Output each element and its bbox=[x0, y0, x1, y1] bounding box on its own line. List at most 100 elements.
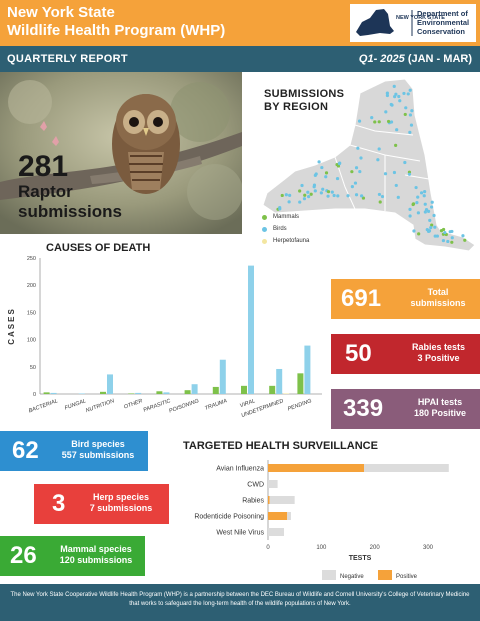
map-point bbox=[407, 172, 412, 176]
legend-swatch-positive bbox=[378, 570, 392, 580]
mammal-species-value: 26 bbox=[10, 542, 37, 569]
total-submissions-box: 691 Total submissions bbox=[331, 279, 480, 319]
map-point bbox=[360, 194, 364, 198]
legend-swatch bbox=[262, 226, 267, 232]
total-label-line1: Total bbox=[427, 287, 449, 297]
map-point bbox=[354, 166, 359, 170]
map-point bbox=[321, 187, 325, 191]
bar-herpetofauna bbox=[283, 393, 290, 394]
map-point bbox=[408, 207, 412, 211]
map-point bbox=[385, 93, 390, 98]
rabies-tests-value: 50 bbox=[345, 340, 372, 367]
bar-negative bbox=[287, 512, 291, 520]
y-tick-label: 0 bbox=[33, 392, 36, 398]
legend-label: Birds bbox=[273, 226, 287, 232]
period-range: (JAN - MAR) bbox=[404, 53, 472, 65]
page-title-line1: New York State bbox=[7, 4, 115, 21]
bar-birds bbox=[78, 393, 85, 394]
map-point bbox=[427, 229, 432, 233]
mammals-label-line2: 120 submissions bbox=[59, 555, 133, 565]
map-point bbox=[377, 147, 381, 151]
bar-mammals bbox=[43, 392, 50, 394]
map-point bbox=[392, 170, 397, 175]
legend-item-herpetofauna: Herpetofauna bbox=[262, 235, 309, 247]
legend-label-positive: Positive bbox=[396, 574, 418, 580]
herps-label-line1: Herp species bbox=[92, 492, 150, 502]
map-point bbox=[307, 195, 311, 199]
y-tick-label: 100 bbox=[27, 338, 36, 344]
map-point bbox=[397, 94, 401, 99]
map-point bbox=[403, 160, 407, 165]
x-tick-label: OTHER bbox=[123, 398, 143, 410]
raptor-label-line1: Raptor bbox=[18, 182, 73, 201]
map-point bbox=[416, 211, 420, 215]
map-point bbox=[395, 128, 399, 132]
bar-mammals bbox=[128, 393, 135, 394]
map-point bbox=[326, 194, 330, 198]
bar-negative bbox=[364, 464, 449, 472]
legend-label: Mammals bbox=[273, 214, 300, 220]
map-point bbox=[408, 130, 412, 134]
herps-label-line2: 7 submissions bbox=[89, 503, 153, 513]
bar-birds bbox=[163, 392, 170, 394]
owl-photo bbox=[0, 72, 242, 234]
x-tick-label: 100 bbox=[316, 545, 327, 551]
bar-positive bbox=[268, 512, 288, 520]
bar-birds bbox=[276, 368, 283, 394]
map-point bbox=[450, 229, 454, 234]
map-point bbox=[446, 239, 450, 244]
map-point bbox=[385, 91, 389, 95]
mammal-species-box: 26 Mammal species 120 submissions bbox=[0, 536, 145, 576]
bird-species-value: 62 bbox=[12, 437, 39, 464]
map-point bbox=[402, 91, 406, 96]
rabies-label-line1: Rabies tests bbox=[411, 342, 466, 352]
x-tick-label: 0 bbox=[266, 545, 270, 551]
bar-mammals bbox=[212, 386, 219, 394]
x-tick-label: 300 bbox=[423, 545, 434, 551]
x-tick-label: PARASITIC bbox=[143, 398, 172, 413]
map-point bbox=[386, 119, 391, 124]
map-point bbox=[412, 229, 416, 233]
map-title-line2: BY REGION bbox=[264, 101, 329, 113]
svg-text:NEW YORK STATE: NEW YORK STATE bbox=[396, 15, 445, 21]
map-point bbox=[423, 210, 427, 214]
bird-species-label: Bird species 557 submissions bbox=[52, 439, 144, 461]
report-period: Q1- 2025 (JAN - MAR) bbox=[359, 53, 472, 65]
bar-birds bbox=[248, 265, 254, 394]
bar-mammals bbox=[184, 390, 191, 394]
map-point bbox=[354, 193, 359, 197]
region-map bbox=[262, 78, 476, 252]
map-point bbox=[353, 181, 358, 185]
map-point bbox=[377, 120, 381, 124]
bar-birds bbox=[219, 359, 226, 394]
category-label: Avian Influenza bbox=[216, 466, 264, 473]
map-point bbox=[428, 218, 432, 222]
category-label: Rabies bbox=[242, 498, 264, 505]
map-point bbox=[416, 195, 420, 199]
y-tick-label: 250 bbox=[27, 256, 36, 262]
map-point bbox=[312, 185, 316, 189]
x-tick-label: VIRAL bbox=[239, 398, 256, 409]
map-point bbox=[441, 227, 446, 232]
map-point bbox=[441, 238, 446, 243]
hpai-tests-label: HPAI tests 180 Positive bbox=[403, 397, 477, 419]
rabies-tests-box: 50 Rabies tests 3 Positive bbox=[331, 334, 480, 374]
map-point bbox=[287, 200, 291, 204]
map-point bbox=[429, 205, 434, 209]
map-point bbox=[426, 209, 431, 213]
x-tick-label: NUTRITION bbox=[85, 398, 115, 414]
raptor-count: 281 bbox=[18, 150, 69, 183]
map-point bbox=[319, 191, 323, 195]
birds-label-line1: Bird species bbox=[71, 439, 125, 449]
bar-negative bbox=[268, 528, 284, 536]
map-point bbox=[396, 195, 400, 199]
map-point bbox=[376, 158, 380, 162]
map-point bbox=[411, 202, 416, 206]
map-point bbox=[409, 123, 414, 127]
map-point bbox=[463, 238, 467, 242]
causes-of-death-chart: 0 50 100 150 200 250 CASES BACTERIAL FUNGALNUTRI… bbox=[7, 256, 322, 419]
hpai-tests-box: 339 HPAI tests 180 Positive bbox=[331, 389, 480, 429]
map-point bbox=[300, 183, 304, 188]
y-tick-label: 150 bbox=[27, 310, 36, 316]
bar-negative bbox=[269, 496, 295, 504]
